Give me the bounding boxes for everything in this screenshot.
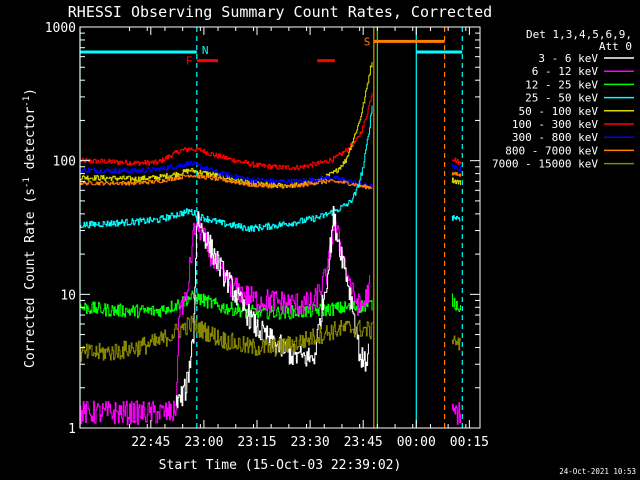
legend-label-4: 50 - 100 keV (519, 105, 599, 118)
legend-label-0: 3 - 6 keV (538, 52, 598, 65)
x-tick-label-1: 23:00 (184, 435, 223, 450)
y-tick-label-1: 10 (60, 288, 76, 303)
x-tick-label-0: 22:45 (131, 435, 170, 450)
series-100-300-kev-segment-1 (451, 157, 461, 165)
series-6-12-kev-segment-0 (80, 211, 371, 426)
saa-flag-label: S (364, 35, 371, 48)
y-axis-label: Corrected Count Rate (s-1 detector-1) (22, 88, 38, 368)
x-tick-label-5: 00:00 (397, 435, 436, 450)
plot-frame (79, 26, 481, 429)
series-800-7000-kev-segment-1 (451, 171, 461, 177)
attenuator-label: Att 0 (599, 40, 632, 53)
series-300-800-kev-segment-1 (451, 164, 461, 172)
series-6-12-kev-segment-1 (451, 402, 461, 425)
legend-label-6: 300 - 800 keV (512, 131, 598, 144)
night-flag-label: N (202, 44, 209, 57)
series-800-7000-kev-segment-0 (80, 174, 373, 190)
series-300-800-kev-segment-0 (80, 160, 373, 189)
x-axis-label: Start Time (15-Oct-03 22:39:02) (159, 458, 402, 473)
y-tick-label-3: 1000 (45, 21, 76, 36)
series-12-25-kev-segment-1 (451, 293, 461, 312)
legend-label-1: 6 - 12 keV (532, 65, 599, 78)
legend-label-7: 800 - 7000 keV (505, 144, 598, 157)
legend-label-3: 25 - 50 keV (525, 92, 598, 105)
legend-label-8: 7000 - 15000 keV (492, 158, 598, 171)
y-tick-label-2: 100 (53, 155, 76, 170)
series-25-50-kev-segment-1 (451, 215, 461, 222)
y-tick-label-0: 1 (68, 422, 76, 437)
x-tick-label-4: 23:45 (344, 435, 383, 450)
legend-label-2: 12 - 25 keV (525, 78, 598, 91)
series-12-25-kev-segment-0 (80, 290, 373, 320)
series-7000-15000-kev-segment-1 (451, 335, 461, 351)
chart-title: RHESSI Observing Summary Count Rates, Co… (68, 3, 492, 21)
series-7000-15000-kev-segment-0 (80, 315, 373, 362)
series-25-50-kev-segment-0 (80, 105, 373, 232)
legend-label-5: 100 - 300 keV (512, 118, 598, 131)
x-tick-label-3: 23:30 (291, 435, 330, 450)
timestamp: 24-Oct-2021 10:53 (559, 467, 636, 476)
series-50-100-kev-segment-1 (451, 177, 461, 186)
x-tick-label-2: 23:15 (237, 435, 276, 450)
flare-flag-label: F (186, 55, 193, 68)
x-tick-label-6: 00:15 (450, 435, 489, 450)
series-100-300-kev-segment-0 (80, 92, 373, 171)
detector-label: Det 1,3,4,5,6,9, (526, 28, 632, 41)
series-3-6-kev-segment-0 (175, 206, 369, 409)
